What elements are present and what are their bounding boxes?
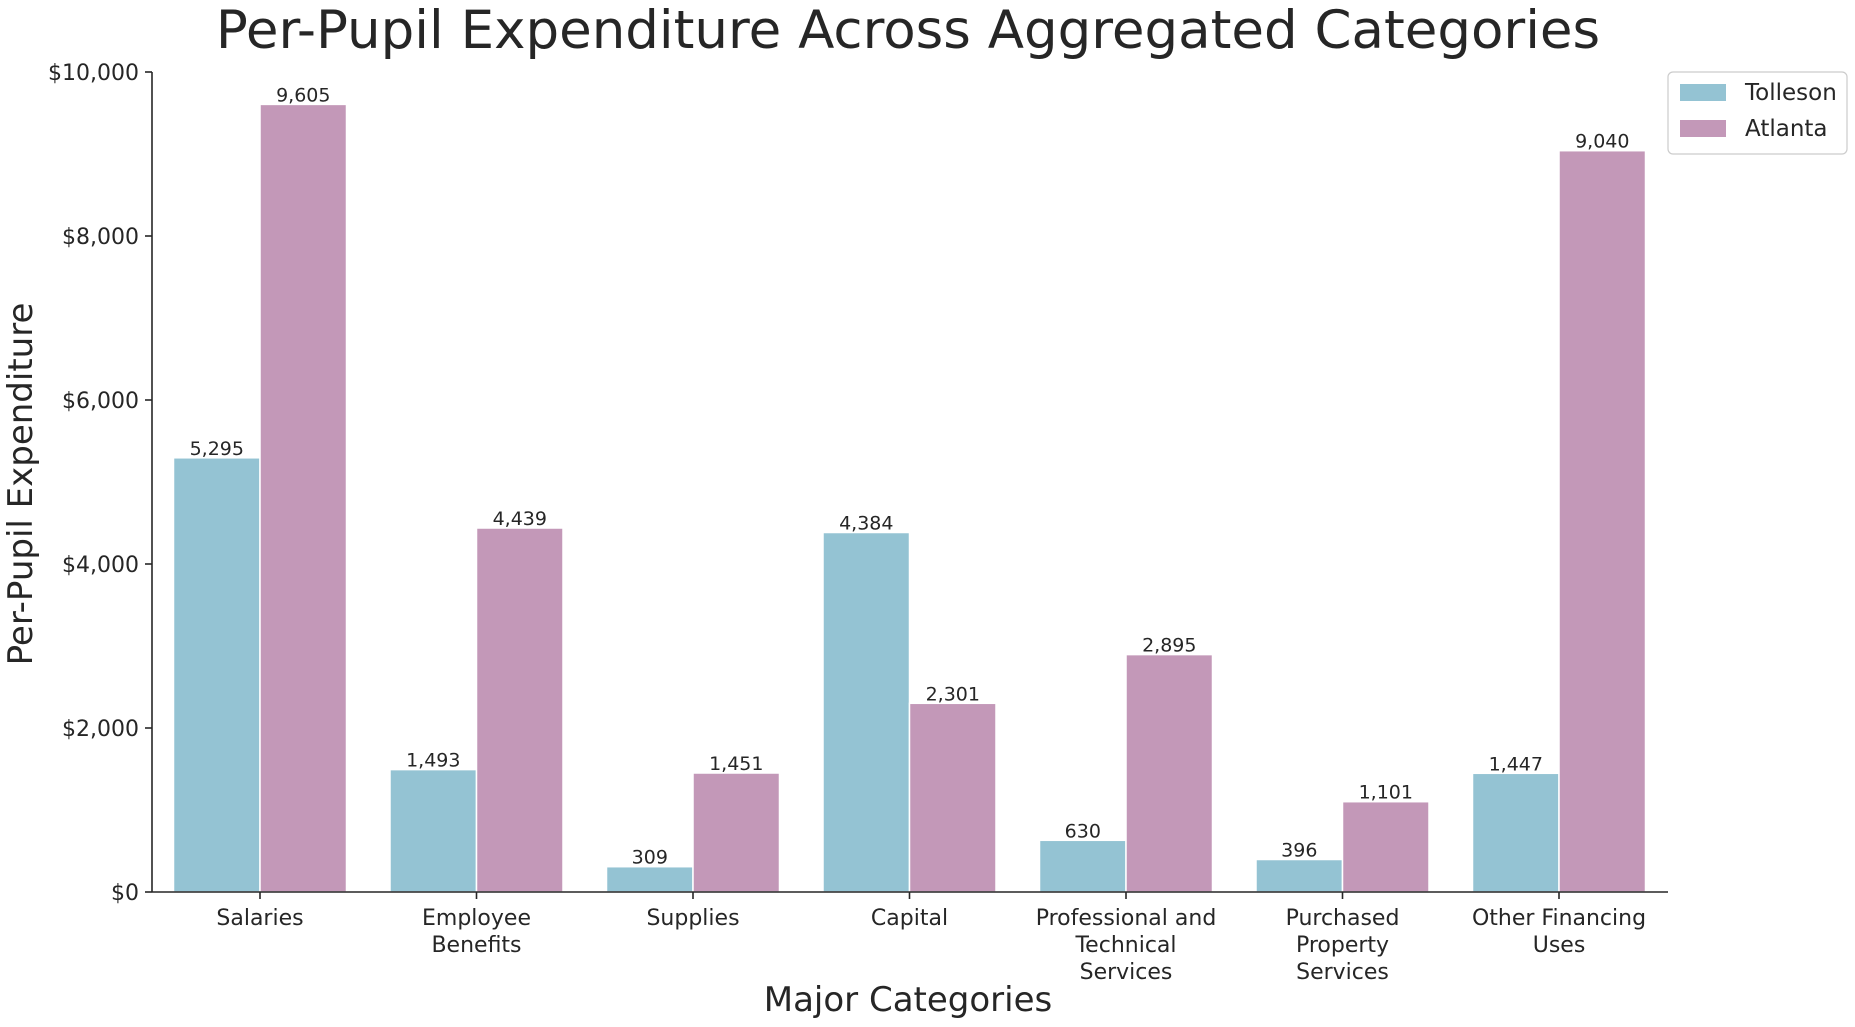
bar-atlanta-0 [259,103,348,893]
x-tick-label: Purchased Property Services [1286,906,1400,985]
value-label-tolleson-1: 1,493 [406,750,460,772]
legend-swatch-tolleson [1680,84,1726,101]
value-label-tolleson-3: 4,384 [839,513,893,535]
y-tick-label: $6,000 [62,389,139,414]
bar-tolleson-0 [172,457,261,893]
bars-layer [172,103,1647,893]
axes-layer: $0 $2,000 $4,000 $6,000 $8,000 $10,000 Salarie… [48,61,1668,985]
x-tick-label: Other Financing Uses [1472,906,1646,958]
legend-label-tolleson: Tolleson [1744,80,1837,106]
value-label-tolleson-5: 396 [1281,840,1317,862]
bar-atlanta-2 [692,772,781,893]
bar-atlanta-4 [1125,653,1214,893]
value-label-atlanta-1: 4,439 [493,508,547,530]
x-tick-label: Supplies [646,906,739,931]
value-label-tolleson-6: 1,447 [1489,753,1543,775]
value-label-tolleson-0: 5,295 [190,438,244,460]
legend-label-atlanta: Atlanta [1745,116,1828,142]
chart-title: Per-Pupil Expenditure Across Aggregated … [216,0,1600,61]
bar-tolleson-5 [1255,858,1344,893]
y-tick-label: $10,000 [48,61,139,86]
x-tick-label: Salaries [216,906,303,931]
bar-atlanta-5 [1341,800,1430,893]
value-label-atlanta-6: 9,040 [1575,131,1629,153]
bar-tolleson-2 [605,865,694,893]
bar-atlanta-6 [1558,149,1647,893]
y-tick-label: $2,000 [62,717,139,742]
y-tick-label: $8,000 [62,225,139,250]
value-label-tolleson-4: 630 [1065,820,1101,842]
bar-atlanta-3 [908,702,997,893]
legend-swatch-atlanta [1680,120,1726,137]
value-label-tolleson-2: 309 [632,847,668,869]
bar-tolleson-3 [822,531,911,893]
value-label-atlanta-5: 1,101 [1359,782,1413,804]
bar-tolleson-6 [1471,772,1560,893]
data-labels-layer: 5,295 9,605 1,493 4,439 309 1,451 4,384 2,301 63… [190,84,1630,868]
value-label-atlanta-3: 2,301 [926,683,980,705]
value-label-atlanta-4: 2,895 [1142,635,1196,657]
y-tick-label: $4,000 [62,553,139,578]
x-tick-label: Employee Benefits [422,906,531,958]
x-tick-label: Professional and Technical Services [1036,906,1217,985]
legend: Tolleson Atlanta [1667,71,1848,155]
bar-tolleson-1 [389,768,478,893]
x-tick-label: Capital [871,906,948,931]
y-tick-label: $0 [111,881,139,906]
x-axis-title: Major Categories [764,980,1052,1020]
value-label-atlanta-2: 1,451 [709,753,763,775]
value-label-atlanta-0: 9,605 [276,84,330,106]
bar-tolleson-4 [1038,839,1127,893]
y-axis-title: Per-Pupil Expenditure [1,303,41,666]
bar-atlanta-1 [475,527,564,893]
